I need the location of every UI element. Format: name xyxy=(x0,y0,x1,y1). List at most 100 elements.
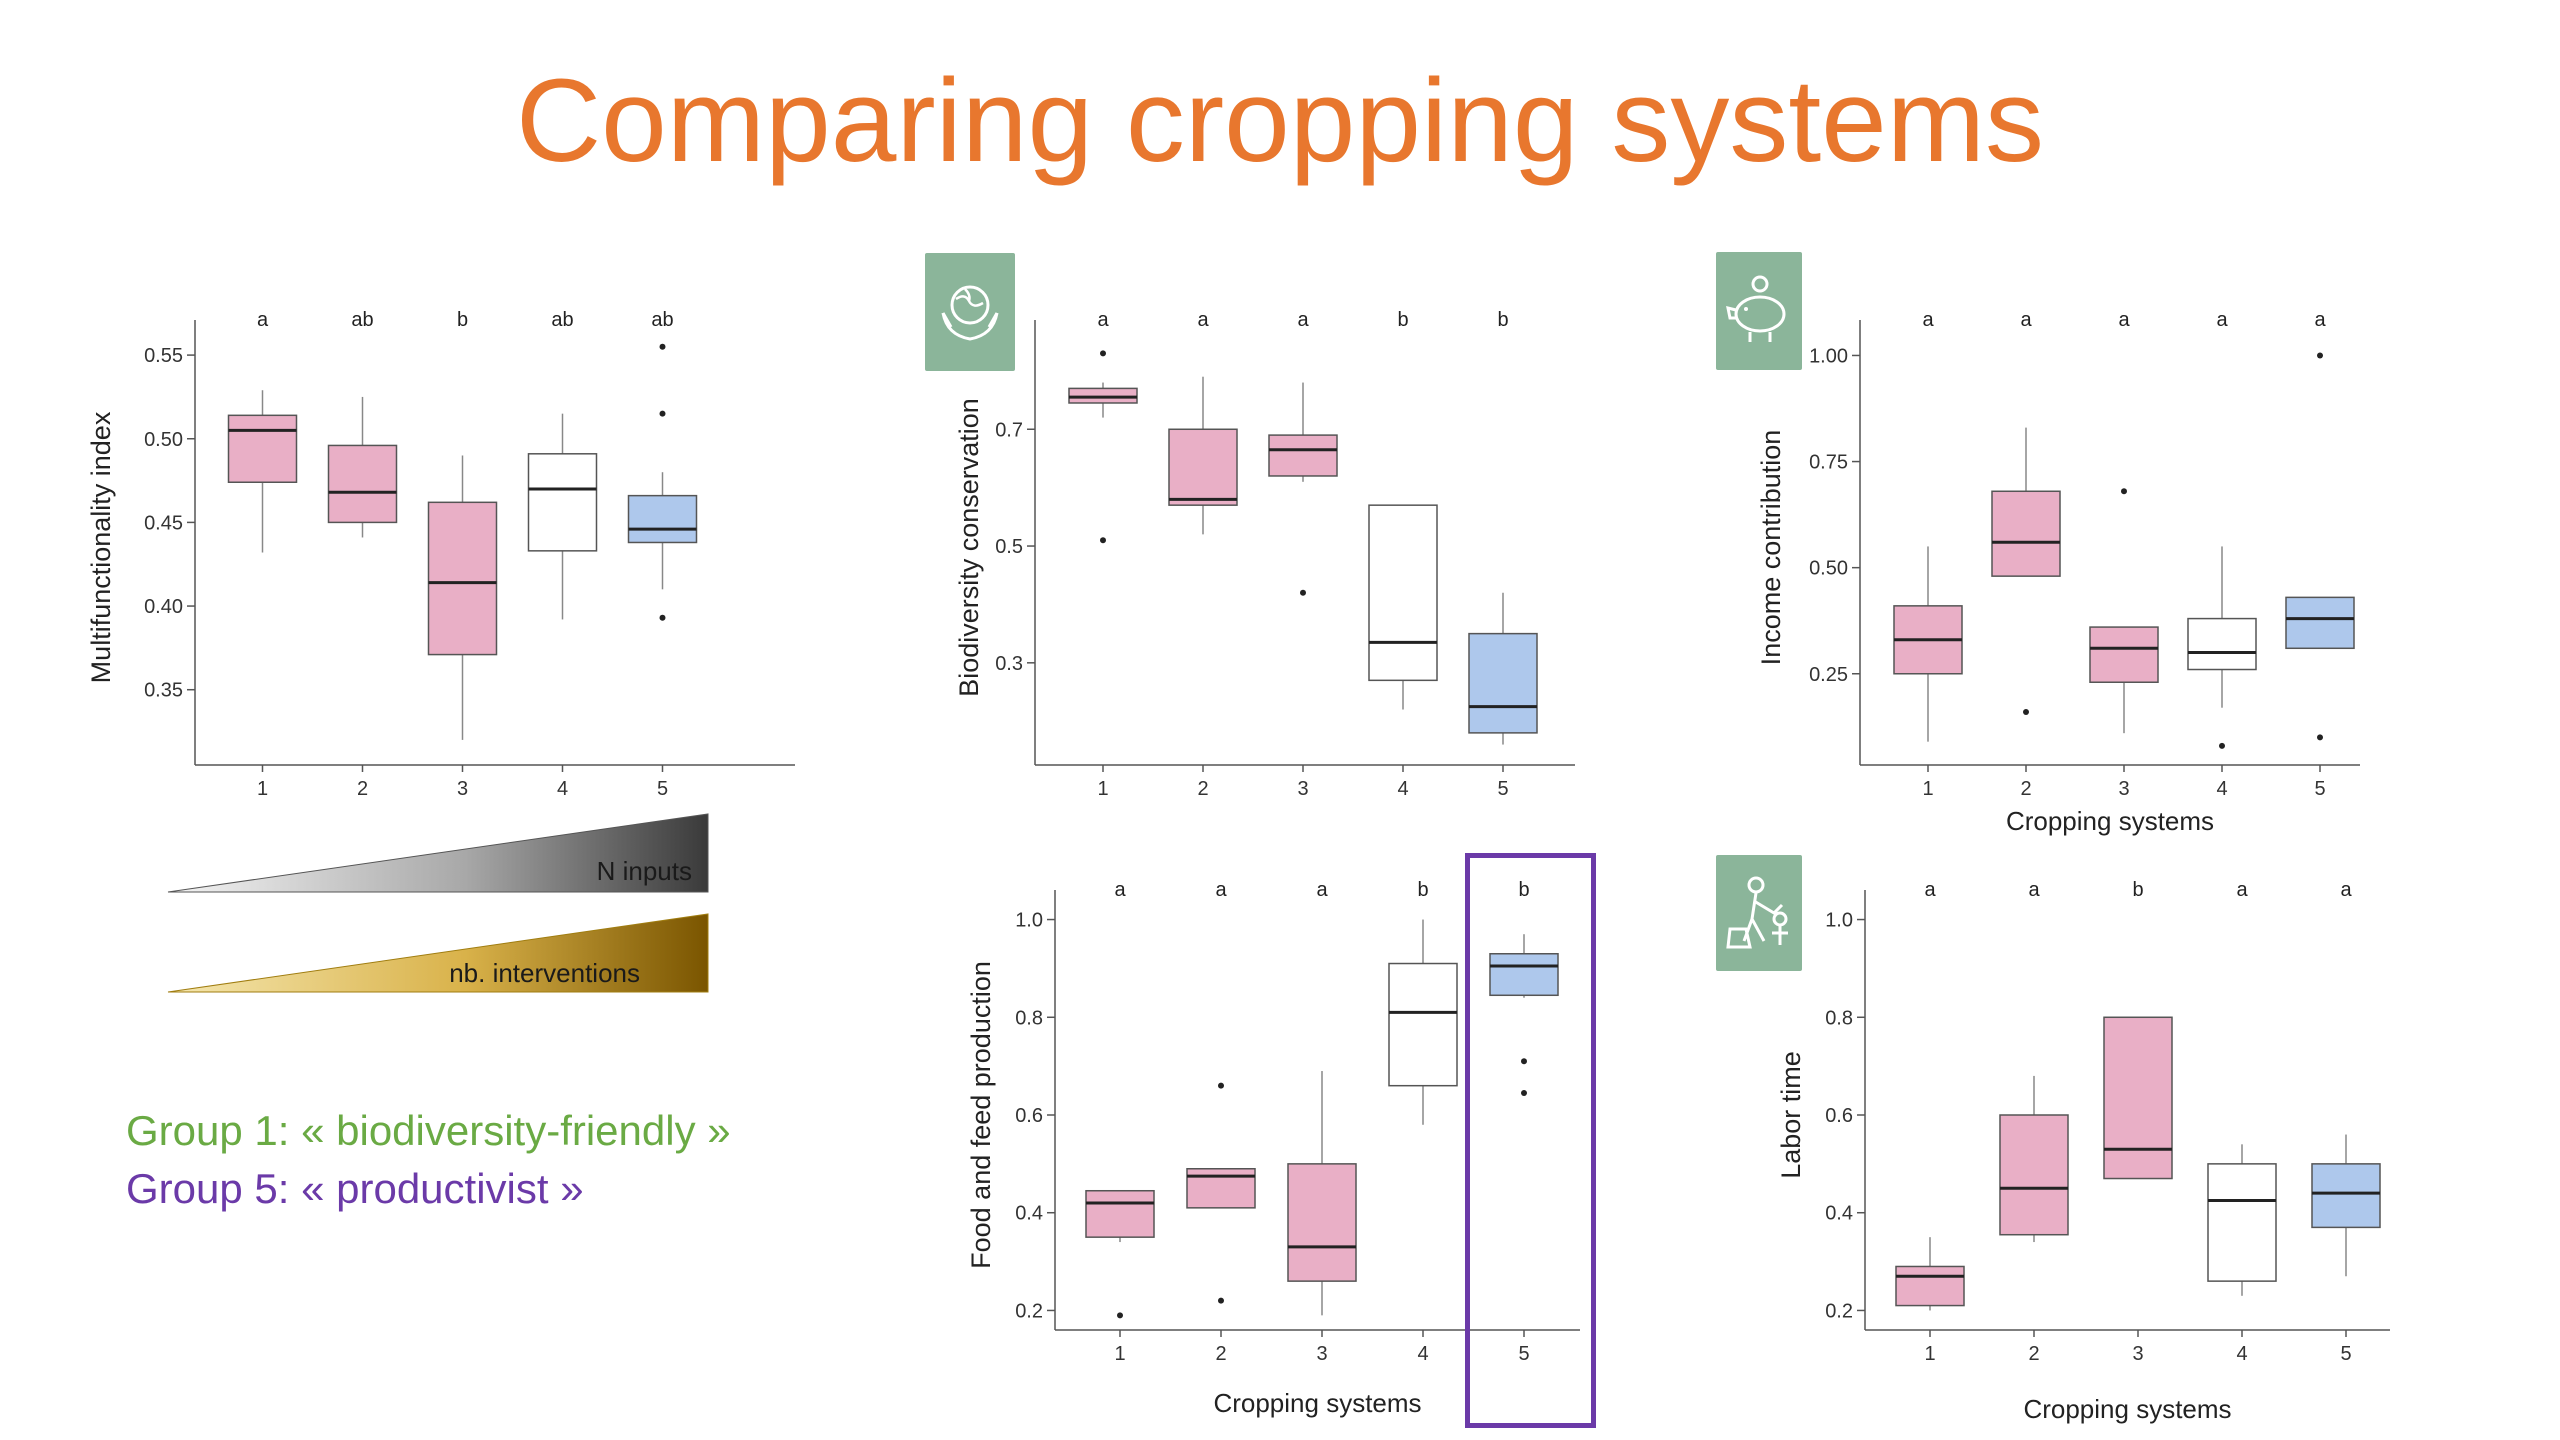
box-body xyxy=(1168,428,1238,506)
box-5 xyxy=(2285,352,2355,741)
y-axis-title: Income contribution xyxy=(1756,430,1786,666)
slide-title: Comparing cropping systems xyxy=(515,55,2045,187)
box-body xyxy=(1468,632,1538,734)
outlier-point xyxy=(1521,1090,1527,1097)
x-tick-label: 1 xyxy=(257,778,268,800)
box-5 xyxy=(2311,1134,2381,1277)
y-tick-label: 0.6 xyxy=(1825,1105,1853,1127)
y-tick-label: 1.00 xyxy=(1809,345,1848,367)
outlier-point xyxy=(2023,708,2029,715)
significance-letter: a xyxy=(1924,879,1936,901)
y-tick-label: 0.7 xyxy=(995,419,1023,441)
y-tick-label: 0.45 xyxy=(144,512,183,534)
x-tick-label: 3 xyxy=(457,778,468,800)
x-axis-title: Cropping systems xyxy=(2023,1394,2231,1424)
significance-letter: a xyxy=(1215,879,1227,901)
box-2 xyxy=(1168,376,1238,535)
x-axis-title: Cropping systems xyxy=(2006,806,2214,836)
box-body xyxy=(2207,1163,2277,1282)
box-body xyxy=(1085,1189,1155,1238)
significance-letter: a xyxy=(2236,879,2248,901)
significance-letter: b xyxy=(1417,879,1428,901)
outlier-point xyxy=(1300,589,1306,596)
piggy-bank-icon xyxy=(1726,275,1786,342)
y-axis-title: Labor time xyxy=(1776,1051,1806,1179)
interventions-label: nb. interventions xyxy=(449,958,640,988)
box-body xyxy=(2285,596,2355,650)
significance-letter: a xyxy=(1097,309,1109,331)
x-tick-label: 2 xyxy=(1197,778,1208,800)
globe-in-hands-icon xyxy=(941,285,999,341)
y-tick-label: 0.25 xyxy=(1809,664,1848,686)
x-tick-label: 4 xyxy=(1417,1343,1428,1365)
y-tick-label: 0.4 xyxy=(1825,1203,1853,1225)
y-tick-label: 0.4 xyxy=(1015,1203,1043,1225)
box-5 xyxy=(1489,934,1559,1097)
box-1 xyxy=(1085,1189,1155,1319)
box-4 xyxy=(2187,546,2257,749)
significance-letter: a xyxy=(1922,309,1934,331)
box-body xyxy=(1388,962,1458,1087)
significance-letter: ab xyxy=(651,309,673,331)
box-body xyxy=(2311,1163,2381,1229)
box-body xyxy=(2103,1016,2173,1180)
box-3 xyxy=(427,455,498,740)
outlier-point xyxy=(2317,734,2323,741)
y-tick-label: 0.2 xyxy=(1015,1300,1043,1322)
box-body xyxy=(1368,504,1438,682)
significance-letter: a xyxy=(2020,309,2032,331)
box-1 xyxy=(227,390,298,553)
outlier-point xyxy=(1218,1082,1224,1089)
x-tick-label: 2 xyxy=(2020,778,2031,800)
y-tick-label: 0.75 xyxy=(1809,452,1848,474)
y-tick-label: 0.8 xyxy=(1015,1007,1043,1029)
box-3 xyxy=(2103,1016,2173,1180)
x-tick-label: 1 xyxy=(1922,778,1933,800)
y-axis-title: Biodiversity conservation xyxy=(954,398,984,697)
outlier-point xyxy=(2121,488,2127,495)
outlier-point xyxy=(659,410,666,417)
group-5-label: Group 5: « productivist » xyxy=(126,1165,584,1212)
x-tick-label: 5 xyxy=(2314,778,2325,800)
box-1 xyxy=(1893,546,1963,742)
biodiversity-boxplot: 0.3 0.5 0.7 Biodiversity conservation 1 a 2 a 3 a… xyxy=(954,309,1575,800)
n-inputs-wedge xyxy=(167,813,709,893)
outlier-point xyxy=(1117,1312,1123,1319)
x-tick-label: 4 xyxy=(1397,778,1408,800)
significance-letter: b xyxy=(1397,309,1408,331)
income-boxplot: 0.25 0.50 0.75 1.00 Income contribution Cropp… xyxy=(1756,309,2360,836)
x-axis-title: Cropping systems xyxy=(1213,1388,1421,1418)
y-tick-label: 1.0 xyxy=(1015,910,1043,932)
significance-letter: a xyxy=(2314,309,2326,331)
significance-letter: a xyxy=(2028,879,2040,901)
significance-letter: b xyxy=(2132,879,2143,901)
box-body xyxy=(1268,434,1338,477)
y-tick-label: 0.3 xyxy=(995,653,1023,675)
y-axis-title: Multifunctionality index xyxy=(86,411,116,683)
x-tick-label: 5 xyxy=(1497,778,1508,800)
x-tick-label: 3 xyxy=(2118,778,2129,800)
labor-icon-tile xyxy=(1716,855,1802,971)
box-body xyxy=(1991,490,2061,577)
significance-letter: b xyxy=(1518,879,1529,901)
box-body xyxy=(327,444,398,524)
y-tick-label: 0.2 xyxy=(1825,1300,1853,1322)
y-tick-label: 0.50 xyxy=(1809,558,1848,580)
box-body xyxy=(227,414,298,483)
box-4 xyxy=(527,413,598,620)
significance-letter: a xyxy=(2118,309,2130,331)
x-tick-label: 5 xyxy=(1518,1343,1529,1365)
significance-letter: a xyxy=(1114,879,1126,901)
box-body xyxy=(1489,953,1559,997)
box-3 xyxy=(1268,382,1338,596)
x-tick-label: 5 xyxy=(657,778,668,800)
box-5 xyxy=(1468,592,1538,745)
x-tick-label: 4 xyxy=(557,778,568,800)
box-body xyxy=(1287,1163,1357,1282)
box-2 xyxy=(327,396,398,538)
box-2 xyxy=(1186,1082,1256,1304)
y-tick-label: 0.50 xyxy=(144,429,183,451)
box-body xyxy=(1895,1265,1965,1307)
box-5 xyxy=(627,343,698,621)
significance-letter: a xyxy=(2340,879,2352,901)
